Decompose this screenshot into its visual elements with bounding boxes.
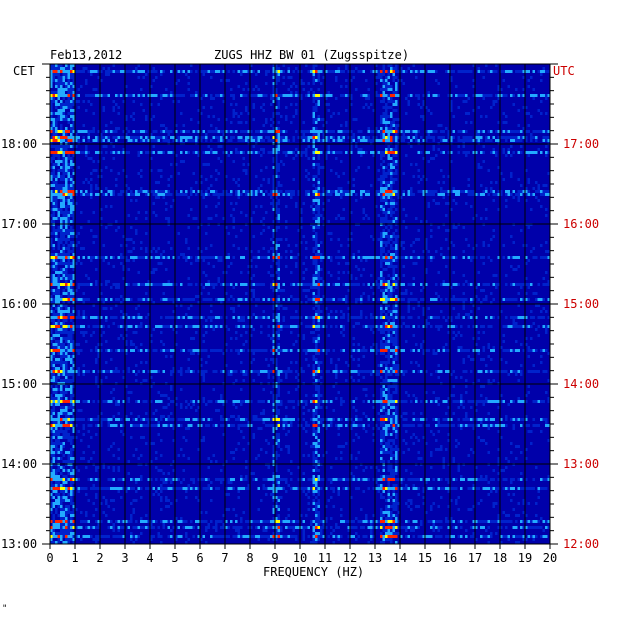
utc-tick-label: 17:00 [563,137,599,151]
x-tick-label: 4 [146,551,153,565]
x-tick-label: 15 [418,551,432,565]
x-tick-label: 3 [121,551,128,565]
x-tick-label: 16 [443,551,457,565]
cet-tick-label: 15:00 [1,377,37,391]
x-tick-label: 7 [221,551,228,565]
x-tick-label: 12 [343,551,357,565]
x-axis-label: FREQUENCY (HZ) [263,565,365,579]
utc-label: UTC [553,64,575,78]
x-tick-label: 19 [518,551,532,565]
chart-date: Feb13,2012 [50,48,123,62]
x-tick-label: 20 [543,551,557,565]
cet-tick-label: 18:00 [1,137,37,151]
x-tick-label: 10 [293,551,307,565]
utc-tick-label: 16:00 [563,217,599,231]
x-tick-label: 18 [493,551,507,565]
x-tick-label: 9 [271,551,278,565]
x-tick-label: 17 [468,551,482,565]
x-tick-label: 0 [46,551,53,565]
cet-tick-label: 14:00 [1,457,37,471]
x-tick-label: 1 [71,551,78,565]
x-tick-label: 11 [318,551,332,565]
footer-mark: " [2,604,8,614]
cet-tick-label: 16:00 [1,297,37,311]
utc-tick-label: 14:00 [563,377,599,391]
cet-tick-label: 17:00 [1,217,37,231]
utc-tick-label: 13:00 [563,457,599,471]
chart-title: ZUGS HHZ BW 01 (Zugsspitze) [214,48,410,62]
cet-tick-label: 13:00 [1,537,37,551]
x-tick-label: 14 [393,551,407,565]
x-tick-label: 13 [368,551,382,565]
utc-tick-label: 12:00 [563,537,599,551]
cet-label: CET [13,64,35,78]
x-tick-label: 2 [96,551,103,565]
utc-tick-label: 15:00 [563,297,599,311]
x-tick-label: 6 [196,551,203,565]
x-tick-label: 8 [246,551,253,565]
x-tick-label: 5 [171,551,178,565]
